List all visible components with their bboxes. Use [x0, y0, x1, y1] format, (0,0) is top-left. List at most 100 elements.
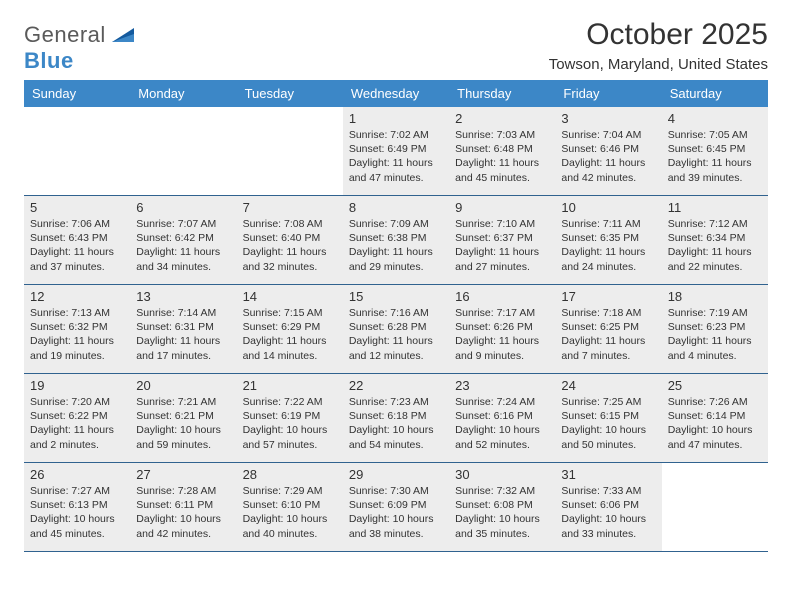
day-number: 6 — [136, 200, 230, 215]
dow-monday: Monday — [130, 80, 236, 107]
day-cell: 15 Sunrise: 7:16 AMSunset: 6:28 PMDayligh… — [343, 285, 449, 373]
day-cell: 1 Sunrise: 7:02 AMSunset: 6:49 PMDaylight… — [343, 107, 449, 195]
day-number: 11 — [668, 200, 762, 215]
day-details: Sunrise: 7:10 AMSunset: 6:37 PMDaylight:… — [455, 217, 549, 274]
day-number: 10 — [561, 200, 655, 215]
day-details: Sunrise: 7:03 AMSunset: 6:48 PMDaylight:… — [455, 128, 549, 185]
day-number: 3 — [561, 111, 655, 126]
page-title: October 2025 — [549, 18, 768, 52]
location: Towson, Maryland, United States — [549, 56, 768, 73]
day-details: Sunrise: 7:20 AMSunset: 6:22 PMDaylight:… — [30, 395, 124, 452]
day-number: 27 — [136, 467, 230, 482]
day-cell: 26 Sunrise: 7:27 AMSunset: 6:13 PMDayligh… — [24, 463, 130, 551]
day-details: Sunrise: 7:08 AMSunset: 6:40 PMDaylight:… — [243, 217, 337, 274]
day-details: Sunrise: 7:29 AMSunset: 6:10 PMDaylight:… — [243, 484, 337, 541]
day-details: Sunrise: 7:25 AMSunset: 6:15 PMDaylight:… — [561, 395, 655, 452]
day-of-week-header: SundayMondayTuesdayWednesdayThursdayFrid… — [24, 80, 768, 107]
day-cell: 5Sunrise: 7:06 AMSunset: 6:43 PMDaylight… — [24, 196, 130, 284]
day-details: Sunrise: 7:04 AMSunset: 6:46 PMDaylight:… — [561, 128, 655, 185]
dow-saturday: Saturday — [662, 80, 768, 107]
day-number: 22 — [349, 378, 443, 393]
empty-cell — [237, 107, 343, 195]
day-cell: 18Sunrise: 7:19 AMSunset: 6:23 PMDayligh… — [662, 285, 768, 373]
week-row: 12 Sunrise: 7:13 AMSunset: 6:32 PMDayligh… — [24, 285, 768, 374]
week-row: 1 Sunrise: 7:02 AMSunset: 6:49 PMDaylight… — [24, 107, 768, 196]
day-cell: 7 Sunrise: 7:08 AMSunset: 6:40 PMDaylight… — [237, 196, 343, 284]
day-number: 1 — [349, 111, 443, 126]
day-cell: 13 Sunrise: 7:14 AMSunset: 6:31 PMDayligh… — [130, 285, 236, 373]
day-details: Sunrise: 7:27 AMSunset: 6:13 PMDaylight:… — [30, 484, 124, 541]
day-cell: 12 Sunrise: 7:13 AMSunset: 6:32 PMDayligh… — [24, 285, 130, 373]
day-details: Sunrise: 7:28 AMSunset: 6:11 PMDaylight:… — [136, 484, 230, 541]
day-cell: 8 Sunrise: 7:09 AMSunset: 6:38 PMDaylight… — [343, 196, 449, 284]
day-number: 5 — [30, 200, 124, 215]
header: General Blue October 2025 Towson, Maryla… — [24, 18, 768, 74]
day-cell: 23 Sunrise: 7:24 AMSunset: 6:16 PMDayligh… — [449, 374, 555, 462]
day-cell: 29Sunrise: 7:30 AMSunset: 6:09 PMDayligh… — [343, 463, 449, 551]
logo-text-block: General Blue — [24, 22, 134, 74]
day-details: Sunrise: 7:16 AMSunset: 6:28 PMDaylight:… — [349, 306, 443, 363]
day-number: 7 — [243, 200, 337, 215]
day-number: 12 — [30, 289, 124, 304]
day-cell: 17 Sunrise: 7:18 AMSunset: 6:25 PMDayligh… — [555, 285, 661, 373]
day-details: Sunrise: 7:13 AMSunset: 6:32 PMDaylight:… — [30, 306, 124, 363]
dow-friday: Friday — [555, 80, 661, 107]
day-details: Sunrise: 7:09 AMSunset: 6:38 PMDaylight:… — [349, 217, 443, 274]
day-details: Sunrise: 7:11 AMSunset: 6:35 PMDaylight:… — [561, 217, 655, 274]
day-number: 15 — [349, 289, 443, 304]
day-number: 19 — [30, 378, 124, 393]
logo-word-2: Blue — [24, 48, 74, 73]
calendar: SundayMondayTuesdayWednesdayThursdayFrid… — [24, 80, 768, 552]
day-details: Sunrise: 7:26 AMSunset: 6:14 PMDaylight:… — [668, 395, 762, 452]
logo: General Blue — [24, 18, 134, 74]
day-number: 14 — [243, 289, 337, 304]
week-row: 19 Sunrise: 7:20 AMSunset: 6:22 PMDayligh… — [24, 374, 768, 463]
day-number: 8 — [349, 200, 443, 215]
day-number: 16 — [455, 289, 549, 304]
dow-wednesday: Wednesday — [343, 80, 449, 107]
day-number: 26 — [30, 467, 124, 482]
day-number: 23 — [455, 378, 549, 393]
empty-cell — [24, 107, 130, 195]
dow-tuesday: Tuesday — [237, 80, 343, 107]
day-details: Sunrise: 7:33 AMSunset: 6:06 PMDaylight:… — [561, 484, 655, 541]
day-number: 13 — [136, 289, 230, 304]
empty-cell — [130, 107, 236, 195]
day-number: 4 — [668, 111, 762, 126]
day-details: Sunrise: 7:02 AMSunset: 6:49 PMDaylight:… — [349, 128, 443, 185]
day-cell: 16Sunrise: 7:17 AMSunset: 6:26 PMDayligh… — [449, 285, 555, 373]
day-cell: 20Sunrise: 7:21 AMSunset: 6:21 PMDayligh… — [130, 374, 236, 462]
day-cell: 14Sunrise: 7:15 AMSunset: 6:29 PMDayligh… — [237, 285, 343, 373]
day-number: 20 — [136, 378, 230, 393]
page: General Blue October 2025 Towson, Maryla… — [0, 0, 792, 612]
logo-triangle-icon — [112, 26, 134, 42]
empty-cell — [662, 463, 768, 551]
day-number: 31 — [561, 467, 655, 482]
title-block: October 2025 Towson, Maryland, United St… — [549, 18, 768, 73]
day-details: Sunrise: 7:07 AMSunset: 6:42 PMDaylight:… — [136, 217, 230, 274]
day-cell: 25 Sunrise: 7:26 AMSunset: 6:14 PMDayligh… — [662, 374, 768, 462]
day-details: Sunrise: 7:24 AMSunset: 6:16 PMDaylight:… — [455, 395, 549, 452]
week-row: 5Sunrise: 7:06 AMSunset: 6:43 PMDaylight… — [24, 196, 768, 285]
day-number: 30 — [455, 467, 549, 482]
day-cell: 2 Sunrise: 7:03 AMSunset: 6:48 PMDaylight… — [449, 107, 555, 195]
logo-word-1: General — [24, 22, 106, 47]
day-number: 2 — [455, 111, 549, 126]
day-cell: 6 Sunrise: 7:07 AMSunset: 6:42 PMDaylight… — [130, 196, 236, 284]
day-cell: 11 Sunrise: 7:12 AMSunset: 6:34 PMDayligh… — [662, 196, 768, 284]
day-details: Sunrise: 7:14 AMSunset: 6:31 PMDaylight:… — [136, 306, 230, 363]
day-cell: 28Sunrise: 7:29 AMSunset: 6:10 PMDayligh… — [237, 463, 343, 551]
day-number: 25 — [668, 378, 762, 393]
day-cell: 24Sunrise: 7:25 AMSunset: 6:15 PMDayligh… — [555, 374, 661, 462]
day-cell: 31 Sunrise: 7:33 AMSunset: 6:06 PMDayligh… — [555, 463, 661, 551]
day-details: Sunrise: 7:12 AMSunset: 6:34 PMDaylight:… — [668, 217, 762, 274]
day-details: Sunrise: 7:19 AMSunset: 6:23 PMDaylight:… — [668, 306, 762, 363]
day-cell: 10 Sunrise: 7:11 AMSunset: 6:35 PMDayligh… — [555, 196, 661, 284]
day-cell: 4 Sunrise: 7:05 AMSunset: 6:45 PMDaylight… — [662, 107, 768, 195]
day-number: 17 — [561, 289, 655, 304]
day-details: Sunrise: 7:05 AMSunset: 6:45 PMDaylight:… — [668, 128, 762, 185]
day-cell: 3 Sunrise: 7:04 AMSunset: 6:46 PMDaylight… — [555, 107, 661, 195]
dow-sunday: Sunday — [24, 80, 130, 107]
day-number: 21 — [243, 378, 337, 393]
day-details: Sunrise: 7:18 AMSunset: 6:25 PMDaylight:… — [561, 306, 655, 363]
